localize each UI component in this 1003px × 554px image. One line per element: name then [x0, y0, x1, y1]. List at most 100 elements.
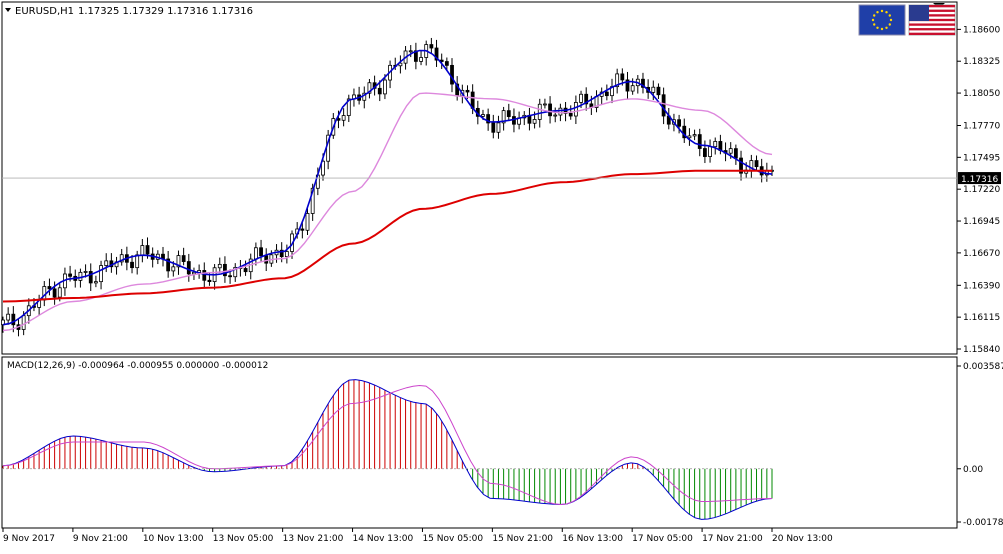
candle-body: [620, 73, 625, 81]
eu-star: [876, 11, 879, 14]
candle-body: [21, 315, 26, 330]
candle-body: [223, 263, 227, 277]
candle-body: [341, 115, 346, 121]
eu-star: [876, 26, 879, 29]
ohlc-values: 1.17325 1.17329 1.17316 1.17316: [78, 6, 253, 17]
candle-body: [739, 157, 743, 174]
candle-body: [99, 265, 103, 283]
candle-body: [176, 255, 181, 268]
price-tick-label: 1.17220: [963, 185, 1000, 195]
eu-star: [889, 18, 893, 22]
eu-star: [873, 14, 876, 17]
fast-ma-line: [2, 49, 773, 326]
current-price-box: [958, 172, 1001, 185]
candle-body: [207, 279, 212, 282]
candle-body: [140, 245, 145, 256]
candle-body: [186, 261, 191, 275]
candle-body: [413, 50, 418, 62]
candle-body: [703, 148, 707, 157]
candle-body: [486, 114, 491, 124]
candle-body: [171, 266, 176, 272]
candle-body: [419, 57, 423, 62]
eu-star: [888, 14, 891, 17]
candle-body: [243, 268, 248, 273]
candle-body: [579, 93, 583, 103]
price-tick-label: 1.17770: [963, 121, 1000, 131]
candle-body: [501, 110, 506, 124]
candle-body: [68, 273, 72, 277]
candle-body: [687, 135, 692, 139]
candle-body: [713, 141, 718, 148]
candle-body: [733, 148, 738, 159]
x-tick-label: 15 Nov 05:00: [422, 534, 483, 544]
candle-body: [408, 50, 413, 53]
candle-body: [661, 94, 666, 117]
signal-line: [2, 384, 773, 506]
candle-body: [682, 125, 687, 139]
x-tick-label: 9 Nov 2017: [3, 534, 55, 544]
candle-body: [615, 73, 620, 88]
us-stripe: [909, 23, 955, 26]
candle-body: [429, 44, 434, 49]
candle-body: [573, 102, 578, 117]
candle-body: [465, 89, 470, 93]
candle-body: [625, 79, 630, 92]
price-tick-label: 1.17495: [963, 153, 1000, 163]
candle-body: [253, 247, 258, 260]
candle-body: [728, 148, 733, 154]
candle-body: [434, 47, 439, 61]
macd-tick-label: 0.00: [963, 465, 983, 475]
candle-body: [57, 287, 62, 298]
candle-body: [166, 258, 171, 272]
price-tick-label: 1.18325: [963, 57, 1000, 67]
candle-body: [88, 271, 93, 284]
eu-star: [880, 9, 884, 13]
x-tick-label: 10 Nov 13:00: [143, 534, 204, 544]
candle-body: [553, 114, 558, 117]
candle-body: [119, 254, 124, 263]
candle-body: [496, 122, 501, 133]
long-ma-line: [2, 169, 772, 303]
candle-body: [346, 98, 351, 116]
eu-flag-icon: [858, 4, 906, 36]
candle-body: [532, 119, 537, 124]
x-tick-label: 9 Nov 21:00: [73, 534, 128, 544]
us-stripe: [909, 32, 955, 35]
us-stripe: [909, 14, 955, 17]
x-tick-label: 20 Nov 13:00: [772, 534, 833, 544]
eu-star: [885, 26, 888, 29]
candle-body: [93, 281, 98, 284]
price-tick-label: 1.16115: [963, 313, 1000, 323]
candle-body: [228, 275, 232, 278]
candle-body: [584, 93, 589, 105]
axis-layer: 1.17316 1.18600 1.18325 1.18050 1.17770 1.174…: [2, 25, 1003, 544]
macd-label: MACD(12,26,9) -0.000964 -0.000955 0.0000…: [7, 361, 268, 371]
price-tick-label: 1.18050: [963, 89, 1000, 99]
candle-body: [145, 245, 150, 255]
candle-body: [491, 122, 496, 133]
macd-panel[interactable]: [1, 356, 958, 529]
macd-line: [2, 379, 773, 520]
price-tick-label: 1.16670: [963, 249, 1000, 259]
candle-body: [11, 313, 16, 326]
us-flag-icon: [908, 4, 956, 36]
candle-body: [568, 112, 573, 117]
price-tick-label: 1.16945: [963, 217, 1000, 227]
eu-star: [880, 27, 884, 31]
candle-body: [300, 228, 305, 231]
candle-body: [104, 260, 109, 266]
candle-body: [481, 114, 485, 117]
price-tick-label: 1.16390: [963, 281, 1000, 291]
candle-body: [284, 251, 289, 258]
symbol-dropdown-icon[interactable]: [5, 8, 11, 12]
current-price-label: 1.17316: [961, 175, 998, 185]
candle-body: [202, 270, 207, 281]
candle-body: [630, 85, 635, 92]
candle-body: [47, 286, 52, 290]
candle-body: [677, 119, 682, 127]
candle-body: [279, 249, 284, 258]
candle-body: [383, 79, 387, 95]
candle-body: [697, 134, 702, 149]
x-tick-label: 13 Nov 21:00: [283, 534, 344, 544]
